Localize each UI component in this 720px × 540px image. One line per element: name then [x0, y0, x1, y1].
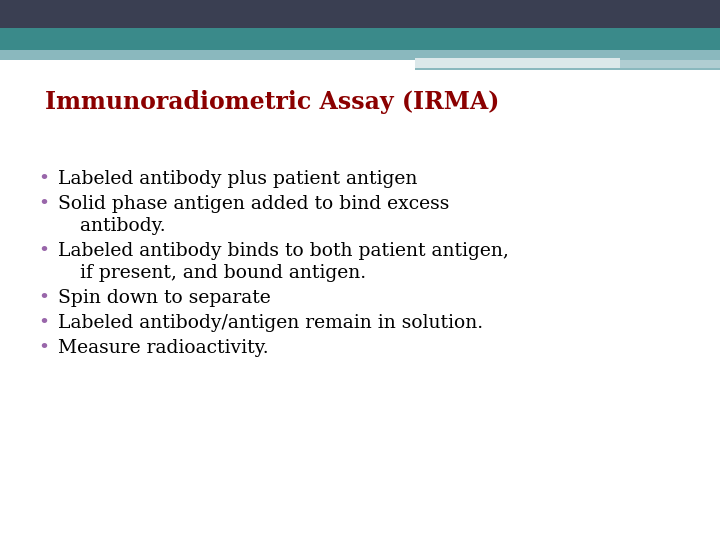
Text: •: •: [38, 314, 49, 332]
Text: •: •: [38, 289, 49, 307]
Text: •: •: [38, 195, 49, 213]
Text: Solid phase antigen added to bind excess: Solid phase antigen added to bind excess: [58, 195, 449, 213]
Text: Labeled antibody binds to both patient antigen,: Labeled antibody binds to both patient a…: [58, 242, 509, 260]
Text: Immunoradiometric Assay (IRMA): Immunoradiometric Assay (IRMA): [45, 90, 500, 114]
Bar: [620, 60, 720, 68]
Text: Spin down to separate: Spin down to separate: [58, 289, 271, 307]
Text: Labeled antibody/antigen remain in solution.: Labeled antibody/antigen remain in solut…: [58, 314, 483, 332]
Bar: [0, 28, 415, 50]
Text: if present, and bound antigen.: if present, and bound antigen.: [68, 264, 366, 282]
Bar: [415, 28, 720, 50]
Text: antibody.: antibody.: [68, 217, 166, 235]
Bar: [0, 0, 720, 28]
Text: Measure radioactivity.: Measure radioactivity.: [58, 339, 269, 357]
Bar: [0, 50, 415, 60]
Bar: [415, 50, 720, 70]
Text: Labeled antibody plus patient antigen: Labeled antibody plus patient antigen: [58, 170, 418, 188]
Text: •: •: [38, 242, 49, 260]
Text: •: •: [38, 170, 49, 188]
Bar: [415, 58, 620, 68]
Text: •: •: [38, 339, 49, 357]
